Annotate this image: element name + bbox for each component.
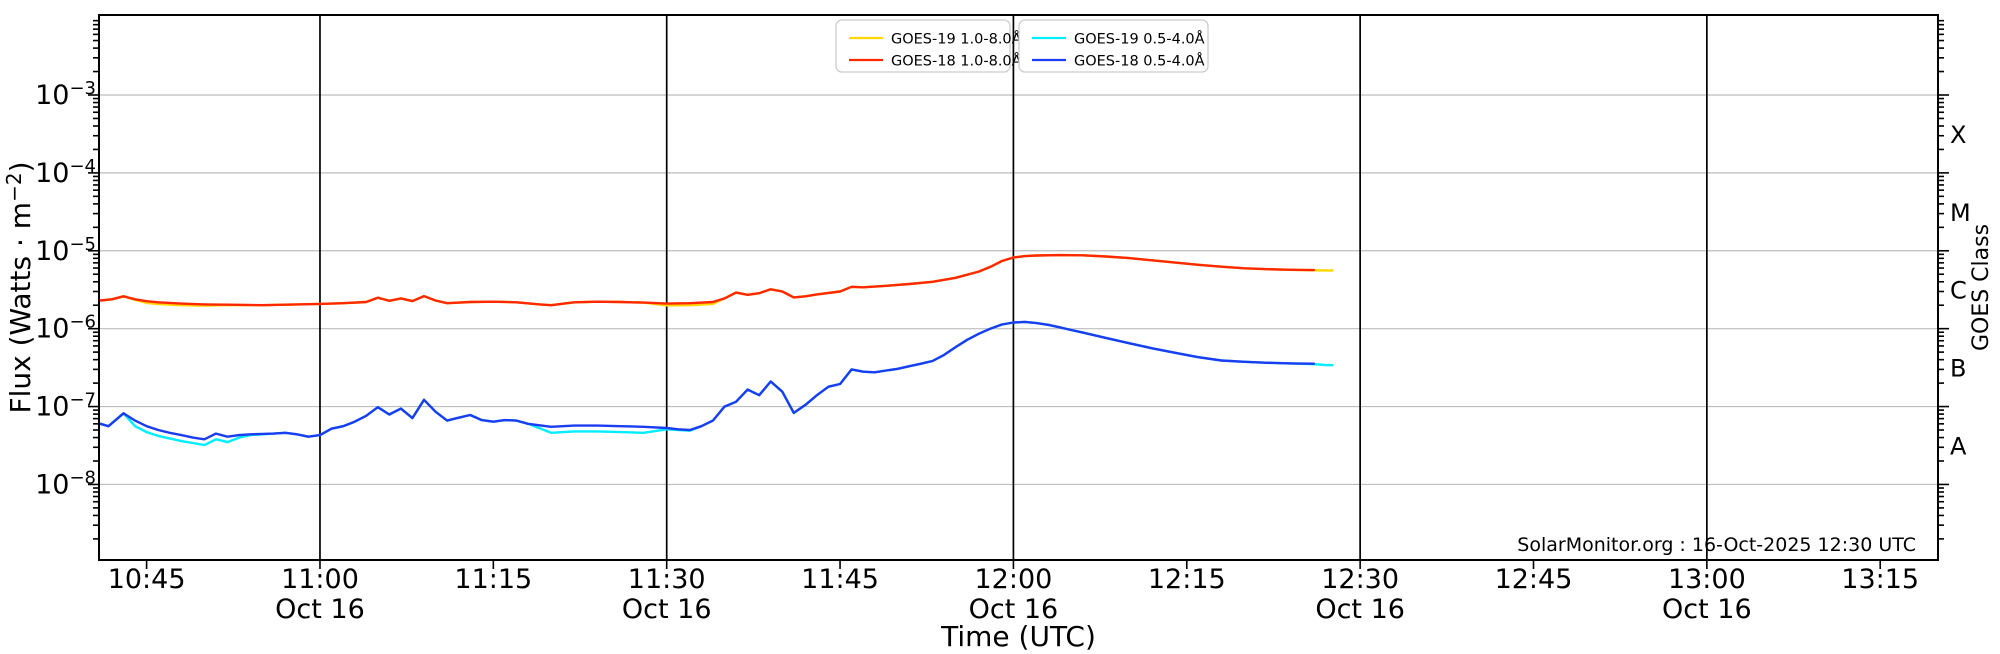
right-axis-label: GOES Class	[1969, 224, 1994, 351]
x-tick-label: 12:45	[1495, 564, 1573, 595]
y-tick-label: 10−3	[35, 78, 96, 111]
source-annotation: SolarMonitor.org : 16-Oct-2025 12:30 UTC	[1517, 534, 1916, 556]
x-tick-label: 13:15	[1841, 564, 1919, 595]
x-axis-label: Time (UTC)	[940, 620, 1096, 650]
legend-box-2	[1018, 19, 1209, 73]
y-tick-label: 10−7	[35, 390, 96, 423]
x-tick-date: Oct 16	[969, 594, 1059, 625]
axis-ticks	[88, 19, 1949, 569]
plot-border	[98, 14, 1939, 561]
legend-label-goes18-long: GOES-18 1.0-8.0Å	[891, 53, 1022, 70]
series-goes18-long	[99, 253, 1316, 307]
goes-class-x: X	[1950, 121, 1966, 149]
goes-class-b: B	[1950, 355, 1966, 383]
y-tick-label: 10−8	[35, 467, 96, 500]
goes-class-m: M	[1950, 199, 1971, 227]
decade-gridlines	[99, 94, 1938, 486]
x-tick-label: 11:30	[628, 564, 706, 595]
x-tick-date: Oct 16	[1315, 594, 1405, 625]
legend-label-goes19-long: GOES-19 1.0-8.0Å	[891, 31, 1022, 48]
time-gridlines	[319, 15, 1708, 560]
goes-class-letters: A B C M X	[1950, 121, 1971, 461]
x-tick-date: Oct 16	[275, 594, 365, 625]
legend: GOES-19 1.0-8.0Å GOES-18 1.0-8.0Å GOES-19 …	[835, 19, 1209, 73]
y-tick-labels: 10−3 10−4 10−5 10−6 10−7 10−8	[35, 78, 96, 500]
x-tick-label: 12:15	[1148, 564, 1226, 595]
legend-label-goes18-short: GOES-18 0.5-4.0Å	[1074, 53, 1205, 70]
y-tick-label: 10−6	[35, 312, 96, 345]
x-tick-label: 12:00	[975, 564, 1053, 595]
goes-class-a: A	[1950, 433, 1967, 461]
x-tick-date: Oct 16	[622, 594, 712, 625]
x-tick-label: 13:00	[1668, 564, 1746, 595]
x-tick-label: 11:45	[801, 564, 879, 595]
x-tick-label: 11:15	[454, 564, 532, 595]
y-tick-label: 10−5	[35, 234, 96, 267]
x-tick-label: 12:30	[1321, 564, 1399, 595]
series-goes18-short	[99, 320, 1316, 441]
x-tick-label: 10:45	[108, 564, 186, 595]
x-tick-date: Oct 16	[1662, 594, 1752, 625]
y-axis-label: Flux (Watts · m−2)	[2, 161, 37, 413]
y-tick-label: 10−4	[35, 156, 96, 189]
x-tick-label: 11:00	[281, 564, 359, 595]
series-group	[99, 253, 1334, 447]
legend-label-goes19-short: GOES-19 0.5-4.0Å	[1074, 31, 1205, 48]
goes-class-c: C	[1950, 277, 1967, 305]
